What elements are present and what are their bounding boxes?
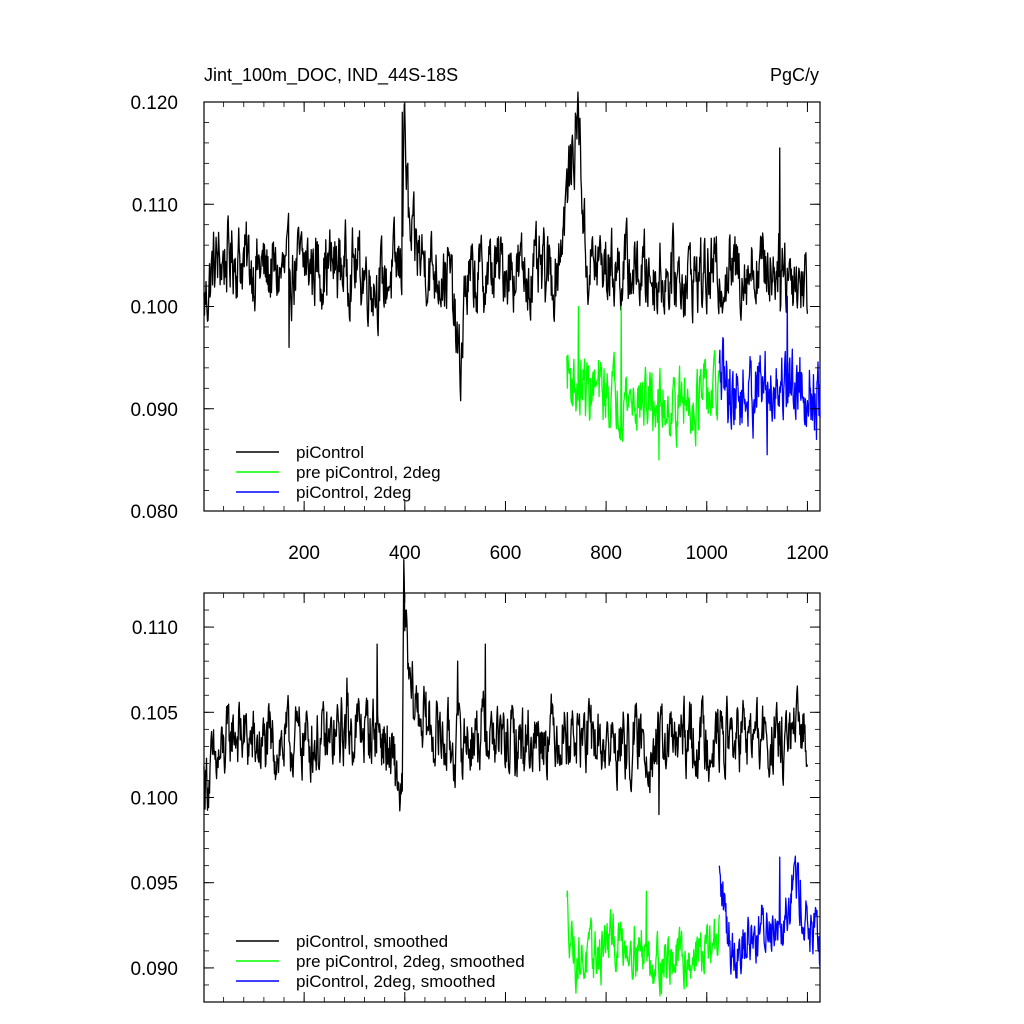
y-tick-label: 0.110 <box>132 618 178 639</box>
x-tick-label: 1200 <box>786 543 828 564</box>
legend-label: piControl <box>296 443 364 462</box>
x-tick-label: 200 <box>288 543 320 564</box>
top-series-group <box>203 91 821 461</box>
series-line-top-1 <box>566 305 720 461</box>
bottom-ticks-group: 0.090 0.095 0.100 0.105 0.110 <box>130 592 820 1003</box>
series-line-bottom-1 <box>566 890 720 997</box>
top-panel: Jint_100m_DOC, IND_44S-18S PgC/y 0.0800.… <box>130 65 828 564</box>
y-tick-label: 0.090 <box>130 400 178 421</box>
legend-label: piControl, smoothed <box>296 932 448 951</box>
y-tick-label: 0.080 <box>130 502 178 523</box>
y-tick-label: 0.100 <box>130 298 178 319</box>
x-tick-label: 400 <box>389 543 421 564</box>
bottom-series-group <box>203 559 821 997</box>
y-tick-label: 0.120 <box>130 93 178 114</box>
legend-label: piControl, 2deg <box>296 483 411 502</box>
y-tick-label: 0.100 <box>130 789 178 810</box>
y-tick-label: 0.110 <box>132 195 178 216</box>
top-panel-units: PgC/y <box>770 65 819 85</box>
series-line-top-2 <box>718 295 821 456</box>
series-line-bottom-2 <box>718 855 821 979</box>
series-line-top-0 <box>203 91 809 402</box>
top-panel-title: Jint_100m_DOC, IND_44S-18S <box>204 65 458 86</box>
y-tick-label: 0.090 <box>130 959 178 980</box>
bottom-panel: 0.090 0.095 0.100 0.105 0.110 piControl, smo… <box>130 559 821 1003</box>
series-line-bottom-0 <box>203 559 809 816</box>
legend-label: pre piControl, 2deg <box>296 463 441 482</box>
x-tick-label: 1000 <box>686 543 728 564</box>
x-tick-label: 800 <box>590 543 622 564</box>
legend-label: piControl, 2deg, smoothed <box>296 972 495 991</box>
top-ticks-group: 0.080 0.090 0.100 0.110 0.120 200 400 600 800 100… <box>130 93 828 564</box>
y-tick-label: 0.095 <box>130 874 178 895</box>
y-tick-label: 0.105 <box>130 703 178 724</box>
x-tick-label: 600 <box>490 543 522 564</box>
legend-label: pre piControl, 2deg, smoothed <box>296 952 525 971</box>
